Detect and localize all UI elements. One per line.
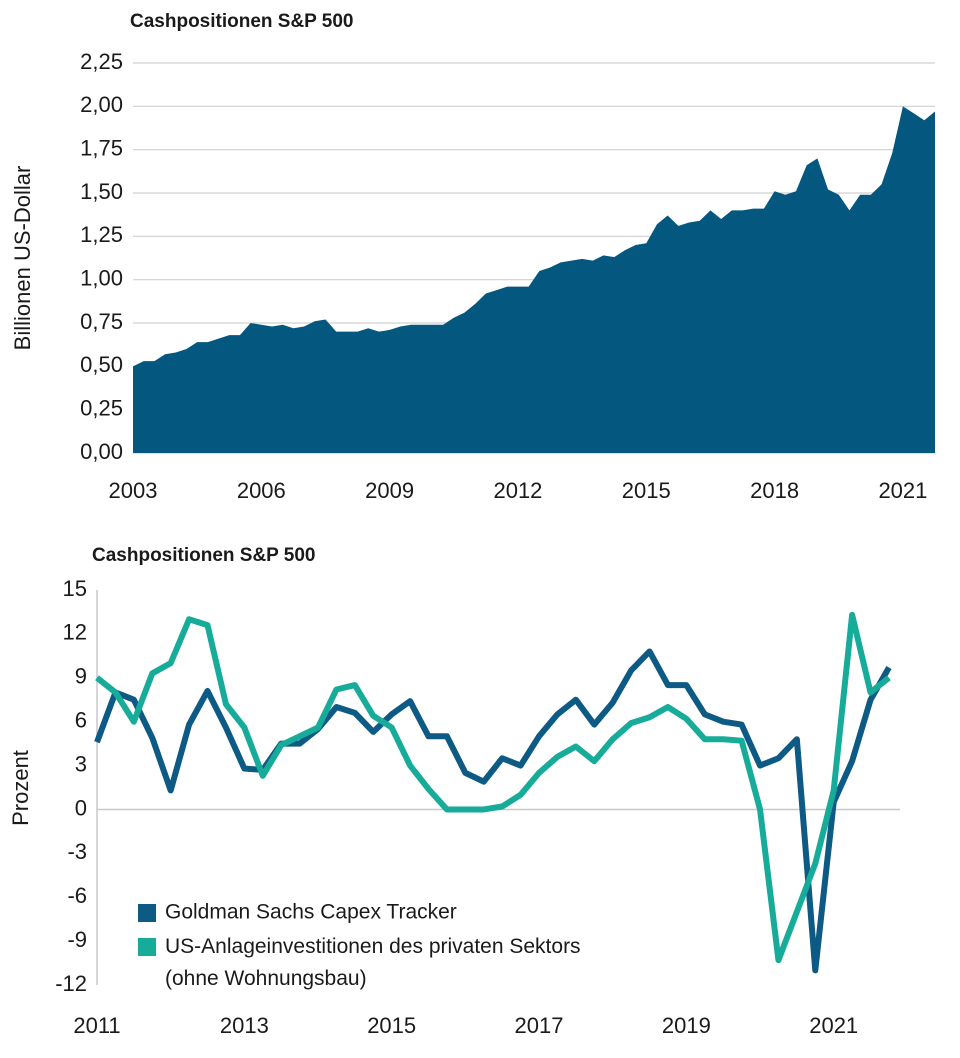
chart-title: Cashpositionen S&P 500	[92, 545, 316, 566]
x-tick-label: 2021	[878, 478, 927, 503]
y-tick-label: 1,75	[80, 135, 123, 160]
y-tick-label: 15	[63, 576, 87, 601]
y-axis-label: Prozent	[8, 750, 33, 826]
y-tick-label: 0,00	[80, 439, 123, 464]
legend-swatch	[138, 904, 156, 922]
y-tick-label: 1,25	[80, 222, 123, 247]
x-tick-label: 2015	[622, 478, 671, 503]
y-tick-label: 2,25	[80, 49, 123, 74]
x-tick-label: 2019	[662, 1013, 711, 1038]
x-tick-label: 2013	[220, 1013, 269, 1038]
y-tick-label: 1,00	[80, 265, 123, 290]
x-tick-label: 2011	[73, 1013, 120, 1038]
y-tick-label: 0,25	[80, 395, 123, 420]
y-tick-label: 2,00	[80, 92, 123, 117]
x-tick-label: 2015	[367, 1013, 416, 1038]
y-tick-label: -12	[55, 971, 87, 996]
y-tick-label: 1,50	[80, 179, 123, 204]
legend-swatch	[138, 938, 156, 956]
y-tick-label: 6	[75, 707, 87, 732]
y-tick-label: 0,50	[80, 352, 123, 377]
legend-label: US-Anlageinvestitionen des privaten Sekt…	[165, 935, 581, 990]
area	[133, 106, 935, 453]
x-tick-label: 2012	[493, 478, 542, 503]
x-tick-label: 2017	[515, 1013, 564, 1038]
y-tick-label: 9	[75, 664, 87, 689]
x-tick-label: 2006	[237, 478, 286, 503]
y-tick-label: 3	[75, 751, 87, 776]
line	[95, 611, 891, 964]
x-tick-label: 2009	[365, 478, 414, 503]
line	[94, 648, 892, 974]
y-tick-label: 0	[75, 795, 87, 820]
y-tick-label: -3	[67, 839, 87, 864]
y-tick-label: 12	[63, 620, 87, 645]
x-tick-label: 2003	[109, 478, 158, 503]
y-axis-label: Billionen US-Dollar	[10, 166, 35, 351]
y-tick-label: -6	[67, 883, 87, 908]
y-tick-label: -9	[67, 927, 87, 952]
x-tick-label: 2018	[750, 478, 799, 503]
legend-label: Goldman Sachs Capex Tracker	[165, 901, 457, 924]
chart-title: Cashpositionen S&P 500	[130, 11, 354, 32]
x-tick-label: 2021	[809, 1013, 858, 1038]
y-tick-label: 0,75	[80, 309, 123, 334]
